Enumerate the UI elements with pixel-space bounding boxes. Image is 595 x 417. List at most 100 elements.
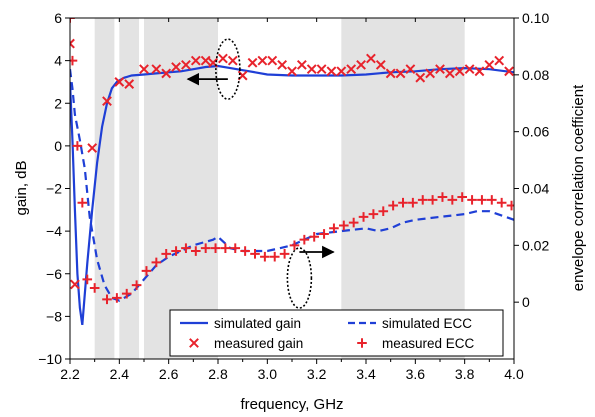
data-point [454, 66, 465, 77]
data-point [415, 72, 426, 83]
y-left-tick-label: −4 [46, 223, 62, 239]
data-point [388, 200, 398, 211]
legend-swatch [357, 338, 367, 348]
shaded-band [94, 18, 115, 359]
y-right-tick-label: 0 [522, 294, 530, 310]
axis-ticks: 2.2 2.4 2.6 2.8 3.0 3.2 3.4 3.6 3.8 4.0 −10 −8 −6 −4 −… [38, 10, 549, 382]
annotation-ellipse [286, 247, 313, 309]
annotations [186, 38, 335, 309]
y-left-tick-label: 6 [54, 10, 62, 26]
data-point [260, 251, 270, 262]
data-point [366, 53, 376, 64]
data-point [329, 223, 339, 234]
x-tick-label: 3.4 [356, 366, 376, 382]
series-layer [70, 18, 514, 326]
shaded-band [119, 18, 140, 359]
data-point [161, 68, 172, 79]
legend: simulated gain simulated ECC measured gain… [169, 309, 504, 357]
y-right-tick-label: 0.08 [522, 67, 549, 83]
legend-label: measured ECC [382, 336, 475, 351]
data-point [378, 206, 389, 217]
y-left-tick-label: −6 [46, 266, 62, 282]
data-point [356, 59, 366, 70]
y-right-tick-label: 0.06 [522, 124, 549, 140]
data-point [339, 220, 349, 231]
data-point [70, 279, 80, 290]
data-point [504, 66, 514, 77]
data-point [437, 192, 448, 202]
data-point [474, 66, 485, 77]
data-point [358, 212, 369, 222]
x-axis-label: frequency, GHz [240, 396, 343, 413]
y-left-tick-label: 2 [54, 95, 62, 111]
data-point [417, 195, 428, 205]
legend-label: simulated gain [214, 316, 301, 331]
x-tick-label: 4.0 [504, 366, 524, 382]
data-point [368, 209, 379, 219]
data-point [435, 64, 445, 75]
y-left-tick-label: −10 [38, 351, 62, 367]
data-point [240, 246, 250, 256]
x-tick-label: 2.4 [110, 366, 130, 382]
data-point [181, 59, 191, 70]
data-point [161, 249, 171, 259]
data-point [348, 217, 359, 228]
shaded-band [144, 18, 218, 359]
y-right-tick-label: 0.02 [522, 237, 549, 253]
data-point [141, 266, 152, 276]
legend-label: measured gain [214, 336, 303, 351]
data-point [181, 243, 191, 253]
data-point [447, 195, 458, 205]
y-right-tick-label: 0.10 [522, 10, 549, 26]
data-point [87, 143, 98, 153]
data-point [477, 195, 487, 205]
data-point [398, 197, 408, 208]
data-point [102, 96, 112, 107]
data-point [346, 64, 357, 75]
legend-swatch [189, 338, 199, 348]
data-point [102, 294, 112, 305]
y-left-tick-label: −2 [46, 181, 62, 197]
data-point [464, 64, 475, 75]
data-point [279, 249, 290, 259]
data-point [190, 55, 201, 66]
data-point [210, 243, 221, 253]
series-measured-gain [70, 38, 514, 290]
data-point [316, 64, 327, 75]
data-point [171, 246, 181, 256]
data-point [70, 55, 78, 66]
series-measured-ECC [70, 18, 514, 305]
data-point [151, 64, 162, 75]
data-point [72, 141, 83, 151]
data-point [408, 197, 418, 208]
data-point [306, 64, 317, 75]
data-point [319, 229, 329, 239]
y-left-tick-label: 4 [54, 53, 62, 69]
data-point [77, 197, 88, 208]
legend-label: simulated ECC [382, 316, 472, 331]
data-point [277, 59, 288, 70]
data-point [230, 243, 241, 253]
data-point [385, 68, 396, 79]
data-point [336, 66, 347, 77]
data-point [82, 274, 93, 285]
data-point [191, 246, 201, 256]
x-tick-label: 3.8 [455, 366, 475, 382]
data-point [250, 249, 260, 259]
y-left-tick-label: −8 [46, 308, 62, 324]
y-left-tick-label: 0 [54, 138, 62, 154]
legend-item: simulated gain [180, 316, 301, 331]
series-simulated-gain [70, 64, 514, 326]
data-point [496, 197, 507, 208]
data-point [247, 57, 258, 68]
data-point [395, 68, 406, 79]
data-point [112, 293, 122, 303]
data-point [89, 283, 100, 293]
data-point [220, 243, 231, 253]
data-point [269, 251, 280, 262]
data-point [218, 53, 228, 64]
legend-item: simulated ECC [348, 316, 472, 331]
data-point [121, 288, 132, 299]
data-point [289, 240, 300, 251]
